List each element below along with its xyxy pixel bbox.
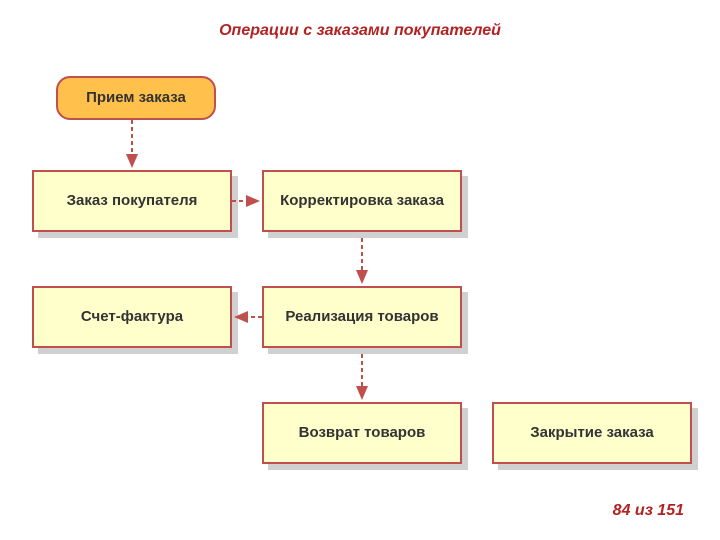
node-close: Закрытие заказа (492, 402, 692, 464)
node-sell: Реализация товаров (262, 286, 462, 348)
node-adjust: Корректировка заказа (262, 170, 462, 232)
page-title: Операции с заказами покупателей (0, 22, 720, 40)
node-return: Возврат товаров (262, 402, 462, 464)
page-number: 84 из 151 (613, 502, 684, 520)
node-order: Заказ покупателя (32, 170, 232, 232)
node-order-label: Заказ покупателя (67, 192, 198, 210)
node-return-label: Возврат товаров (299, 424, 426, 442)
node-sell-label: Реализация товаров (285, 308, 438, 326)
node-invoice-label: Счет-фактура (81, 308, 183, 326)
node-adjust-label: Корректировка заказа (280, 192, 444, 210)
node-start: Прием заказа (56, 76, 216, 120)
node-start-label: Прием заказа (86, 89, 186, 107)
node-close-label: Закрытие заказа (530, 424, 654, 442)
node-invoice: Счет-фактура (32, 286, 232, 348)
